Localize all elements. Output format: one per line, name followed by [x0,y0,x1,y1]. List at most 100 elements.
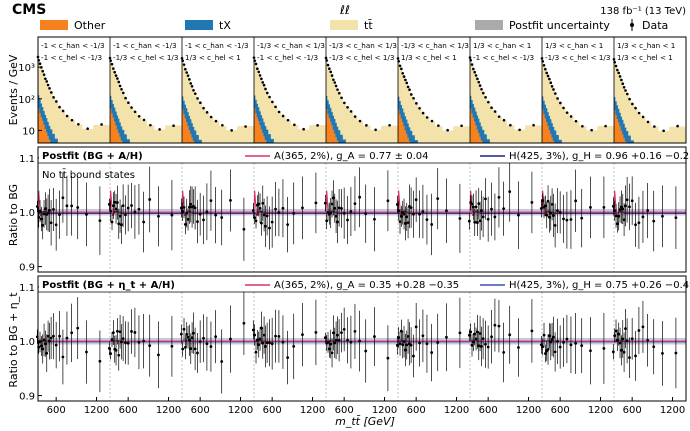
ttbar-bar [328,68,331,105]
data-point [402,340,406,344]
other-bar [44,129,47,143]
data-point [473,220,477,224]
tX-bar [330,107,332,122]
tX-bar [255,99,257,114]
data-point [614,214,618,218]
y-tick-label: 1.0 [19,208,35,219]
data-point [220,360,224,363]
data-point [261,81,265,84]
data-point [490,207,493,211]
data-point [202,106,205,110]
ttbar-bar [471,64,473,101]
tX-bar [402,108,404,123]
tX-bar [338,130,341,143]
data-point [265,341,269,345]
ttbar-bar [496,116,502,143]
other-bar [118,133,120,143]
data-point [264,87,267,91]
ttbar-bar [551,86,554,124]
data-point [562,106,565,110]
data-point [530,329,534,333]
data-point [98,219,102,223]
data-point [622,350,626,354]
tX-bar [620,116,623,131]
signal-curve-A [397,190,470,217]
other-bar [622,134,624,143]
data-point [61,196,65,200]
ttbar-bar [414,103,419,141]
data-point [121,91,125,95]
data-point [620,348,623,352]
data-point [364,349,368,353]
data-point [214,335,218,339]
data-point [186,74,190,77]
top-y-tick-label: 10² [18,95,35,106]
bin-label-chan: 1/3 < c_han < 1 [545,41,603,50]
tX-bar [554,130,557,143]
data-point [404,221,407,225]
tX-bar [38,95,40,109]
tX-bar [476,115,479,130]
data-point [556,97,559,100]
data-point [480,344,483,348]
x-tick-label: 600 [263,405,282,416]
data-point [126,206,130,210]
data-point [397,209,401,213]
data-point [48,208,51,212]
tX-bar [398,96,400,110]
data-point [183,345,187,349]
tX-bar [48,125,51,140]
ttbar-bar [614,61,616,97]
data-point [569,115,573,118]
x-tick-label: 600 [119,405,138,416]
data-point [292,211,296,215]
data-point [421,111,425,115]
ttbar-bar [442,130,454,143]
data-point [406,335,410,338]
tX-bar [52,133,56,143]
ttbar-bar [259,75,262,112]
data-point [436,197,440,201]
data-point [616,68,619,72]
data-point [316,124,319,127]
data-point [120,223,123,227]
data-point [65,336,69,340]
ttbar-bar [42,71,44,108]
y-tick-label: 1.1 [19,154,35,165]
signal-curve-H [614,210,686,214]
data-point [548,77,551,81]
data-point [38,62,42,65]
ttbar-bar [403,76,406,113]
y-tick-label: 1.1 [19,283,35,294]
ttbar-bar [616,69,619,106]
ttbar-bar [628,98,632,136]
data-point [374,128,377,132]
ttbar-bar [506,125,515,143]
ttbar-bar [184,69,187,105]
other-bar [328,118,331,143]
tX-bar [614,96,616,111]
data-point [472,67,475,71]
ttbar-bar [352,116,358,143]
data-point [620,78,623,82]
data-point [353,202,357,206]
tX-bar [118,118,120,134]
other-bar [620,130,623,143]
bin-label-hel: -1/3 < c_hel < 1/3 [113,53,178,62]
ttbar-bar [74,124,83,143]
data-point [124,213,127,217]
tX-bar [478,118,480,134]
data-point [333,341,337,345]
data-point [264,224,267,228]
data-point [45,351,49,355]
data-point [518,128,521,132]
ttbar-bar [330,72,332,108]
data-point [130,106,133,109]
data-point [281,340,285,344]
data-point [589,349,592,353]
data-point [637,221,641,225]
x-tick-label: 1200 [84,405,109,416]
data-point [242,227,246,231]
ttbar-bar [124,97,128,135]
data-point [553,92,557,95]
